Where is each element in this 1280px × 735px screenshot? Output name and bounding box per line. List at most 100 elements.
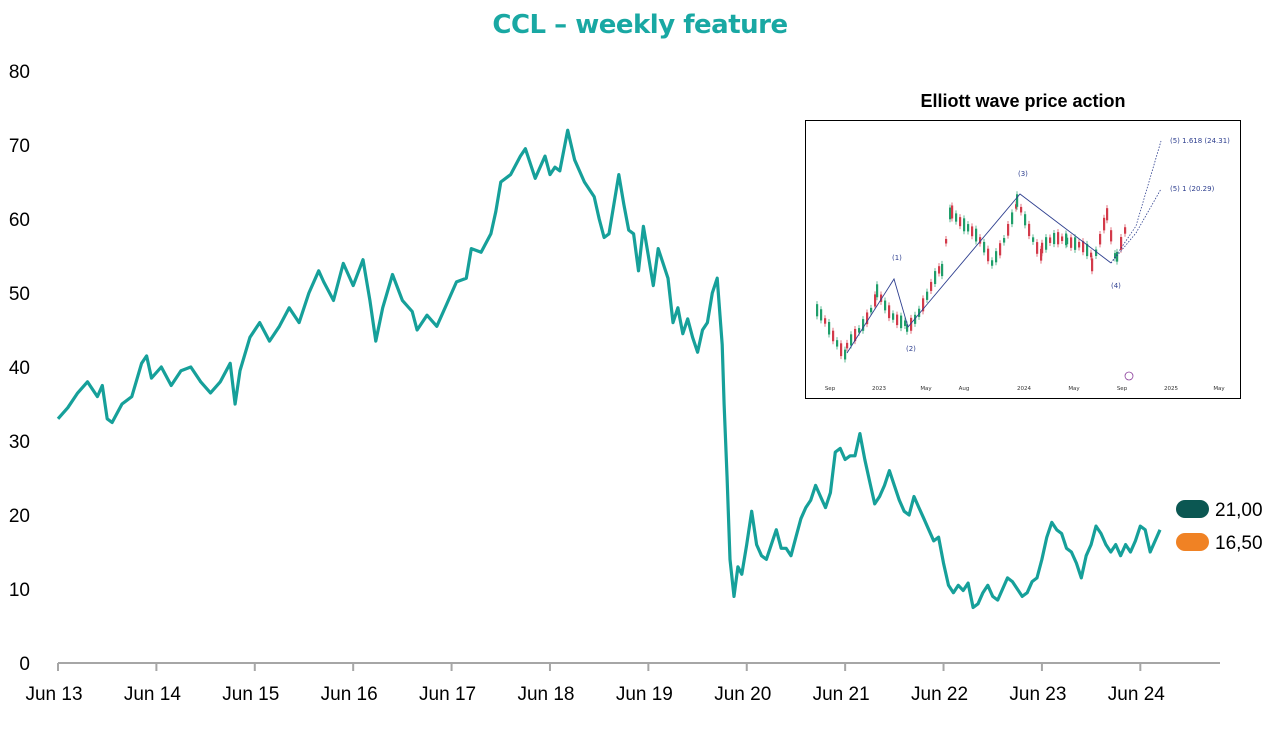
inset-wave-label: (1) [892, 254, 902, 262]
inset-candle [1024, 214, 1027, 226]
y-tick-label: 60 [9, 210, 30, 231]
inset-candle [1074, 237, 1077, 250]
inset-axis-label: Sep [1117, 386, 1128, 392]
inset-candle [1120, 236, 1123, 250]
inset-candle [1049, 237, 1052, 243]
y-tick-label: 40 [9, 358, 30, 379]
inset-axis-label: May [920, 386, 932, 392]
y-tick-label: 80 [9, 62, 30, 83]
y-tick-label: 30 [9, 432, 30, 453]
series-line [56, 128, 1162, 610]
inset-candle [1106, 208, 1109, 221]
inset-candle [1116, 251, 1119, 262]
y-tick-label: 10 [9, 580, 30, 601]
inset-candle [1011, 212, 1014, 225]
inset-candle [1090, 252, 1093, 258]
x-tick-label: Jun 23 [1009, 684, 1066, 705]
x-tick-label: Jun 22 [911, 684, 968, 705]
inset-wave-label: (5) 1.618 (24.31) [1170, 137, 1230, 145]
inset-candle [1114, 253, 1117, 259]
inset-candle [914, 314, 917, 324]
inset-wave-label: (2) [906, 345, 916, 353]
inset-projection-1618 [1110, 140, 1162, 264]
inset-axis-label: Sep [825, 386, 836, 392]
inset-candle [866, 312, 869, 325]
inset-candle [949, 207, 952, 220]
inset-axis-label: Aug [959, 386, 970, 392]
target-pill [1176, 500, 1209, 518]
inset-candle [906, 324, 909, 332]
inset-candle [983, 241, 986, 253]
target-label: 16,50 [1215, 533, 1263, 554]
target-pill [1176, 533, 1209, 551]
inset-candle [1103, 217, 1106, 231]
x-tick-label: Jun 14 [124, 684, 181, 705]
inset-candle [892, 313, 895, 320]
inset-candle [874, 294, 877, 307]
inset-candle [1007, 223, 1010, 236]
inset-candle [862, 319, 865, 331]
x-tick-label: Jun 16 [321, 684, 378, 705]
inset-candle [816, 304, 819, 317]
chart-title: CCL – weekly feature [492, 10, 788, 40]
inset-wave-label: (4) [1111, 282, 1121, 290]
inset-axis-label: 2025 [1164, 386, 1178, 392]
x-tick-label: Jun 20 [714, 684, 771, 705]
inset-wave-label: (3) [1018, 170, 1028, 178]
inset-candle [1057, 232, 1060, 245]
inset-candle [959, 217, 962, 227]
inset-candle [1032, 237, 1035, 242]
inset-candle [922, 298, 925, 312]
inset-candle [1040, 248, 1043, 261]
target-label: 21,00 [1215, 500, 1263, 521]
inset-candle [951, 205, 954, 219]
inset-candle [1099, 233, 1102, 245]
inset-candle [1124, 227, 1127, 234]
inset-candle [1061, 236, 1064, 242]
elliott-wave-chart: (1) (2) (3) (4) (5) 1 (20.29) (5) 1.618 (24.3… [816, 137, 1230, 392]
x-tick-label: Jun 13 [25, 684, 82, 705]
inset-candle [876, 284, 879, 298]
inset-candle [1028, 223, 1031, 237]
inset-candle [934, 271, 937, 285]
inset-candle [836, 340, 839, 347]
inset-candle [941, 263, 944, 277]
inset-candle [904, 320, 907, 326]
inset-candle [844, 349, 847, 360]
inset-candle [945, 238, 948, 244]
target-pills: 21,00 16,50 [1176, 500, 1263, 554]
y-tick-label: 50 [9, 284, 30, 305]
inset-candle [955, 213, 958, 222]
inset-candle [900, 315, 903, 329]
x-axis-ticks: Jun 13 Jun 14 Jun 15 Jun 16 Jun 17 Jun 18 Jun … [25, 663, 1165, 705]
y-tick-label: 0 [19, 654, 30, 675]
inset-candle [967, 224, 970, 232]
inset-candle [832, 330, 835, 342]
inset-candle [910, 317, 913, 331]
inset-candle [824, 318, 827, 324]
inset-candle [999, 243, 1002, 256]
series-lines [56, 128, 1162, 610]
x-tick-label: Jun 17 [419, 684, 476, 705]
inset-candle [938, 266, 941, 274]
inset-marker-icon [1124, 371, 1134, 381]
inset-axis-label: May [1068, 386, 1080, 392]
inset-candle [1110, 230, 1113, 242]
inset-candle [1078, 241, 1081, 248]
inset-candle [930, 281, 933, 291]
inset-candle [995, 251, 998, 263]
inset-candle [926, 291, 929, 300]
inset-candle [971, 226, 974, 237]
inset-axis-label: 2023 [872, 386, 886, 392]
inset-candle [1020, 206, 1023, 213]
inset-candle [1086, 243, 1089, 257]
inset-candle [828, 321, 831, 335]
inset-candle [1082, 241, 1085, 253]
y-tick-label: 70 [9, 136, 30, 157]
inset-candle [1053, 232, 1056, 245]
inset-candle [1041, 242, 1044, 254]
inset-candle [979, 237, 982, 244]
inset-candle [1066, 237, 1069, 245]
inset-candle [896, 314, 899, 326]
inset-candle [888, 305, 891, 319]
